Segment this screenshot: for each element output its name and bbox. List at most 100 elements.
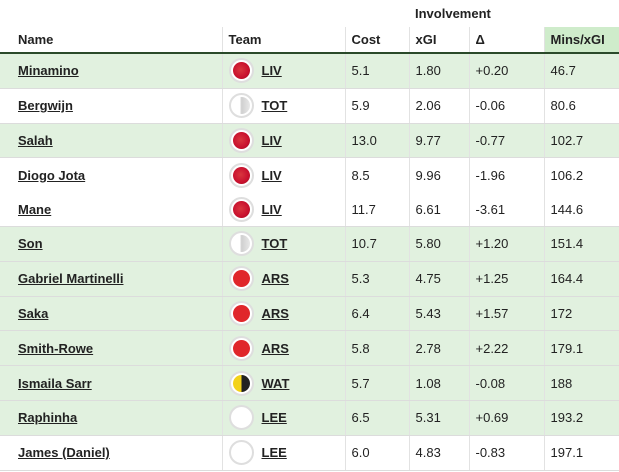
team-link[interactable]: LEE (261, 410, 287, 426)
player-name-link[interactable]: James (Daniel) (18, 445, 110, 461)
player-name-link[interactable]: Smith-Rowe (18, 340, 94, 356)
team-link[interactable]: ARS (261, 271, 289, 287)
xgi-cell: 9.96 (408, 157, 469, 193)
mins-per-xgi-cell: 80.6 (543, 88, 619, 124)
table-row: Diogo Jota LIV 8.5 9.96 -1.96 106.2 (0, 157, 619, 193)
tot-badge-icon (228, 93, 254, 119)
badge-fill (232, 409, 250, 427)
player-name-link[interactable]: Diogo Jota (18, 167, 86, 183)
column-header-delta[interactable]: Δ (468, 27, 545, 54)
team-cell: ARS (221, 296, 345, 332)
cost-cell: 5.8 (344, 330, 409, 367)
team-cell: LIV (221, 192, 345, 227)
team-cell-content: LEE (228, 405, 345, 431)
team-link[interactable]: WAT (261, 375, 290, 391)
cost-cell: 5.7 (344, 365, 409, 401)
xgi-cell: 1.08 (408, 365, 469, 401)
player-name-link[interactable]: Saka (18, 305, 49, 321)
badge-fill (232, 200, 250, 218)
header-group-row: Involvement (0, 0, 619, 27)
table-row: Son TOT 10.7 5.80 +1.20 151.4 (0, 226, 619, 262)
player-name-cell: Bergwijn (0, 88, 222, 124)
column-header-cost[interactable]: Cost (344, 27, 409, 54)
player-name-link[interactable]: Gabriel Martinelli (18, 271, 124, 287)
cost-cell: 5.3 (344, 261, 409, 297)
xgi-cell: 2.78 (408, 330, 469, 367)
team-cell-content: LIV (228, 58, 345, 84)
column-header-name[interactable]: Name (0, 27, 222, 54)
column-header-xgi[interactable]: xGI (408, 27, 469, 54)
team-link[interactable]: TOT (261, 98, 288, 114)
mins-per-xgi-cell: 197.1 (543, 435, 619, 471)
player-name-link[interactable]: Salah (18, 132, 53, 148)
liv-badge-icon (228, 162, 254, 188)
table-row: Mane LIV 11.7 6.61 -3.61 144.6 (0, 192, 619, 227)
team-cell-content: ARS (228, 266, 345, 292)
badge-fill (232, 444, 250, 462)
team-cell: LIV (221, 123, 345, 159)
delta-cell: +0.20 (468, 53, 545, 89)
cost-cell: 8.5 (344, 157, 409, 193)
badge-fill (232, 270, 250, 288)
header-row: Name Team Cost xGI Δ Mins/xGI (0, 27, 619, 54)
team-link[interactable]: LIV (261, 201, 282, 217)
xgi-cell: 5.31 (408, 400, 469, 436)
cost-cell: 10.7 (344, 226, 409, 262)
team-cell: WAT (221, 365, 345, 401)
badge-fill (232, 339, 250, 357)
mins-per-xgi-cell: 172 (543, 296, 619, 332)
player-name-cell: Son (0, 226, 222, 262)
team-link[interactable]: LIV (261, 132, 282, 148)
player-name-link[interactable]: Son (18, 236, 43, 252)
header-spacer (0, 0, 222, 27)
xgi-cell: 4.83 (408, 435, 469, 471)
liv-badge-icon (228, 196, 254, 222)
team-link[interactable]: ARS (261, 340, 289, 356)
team-link[interactable]: LEE (261, 445, 287, 461)
liv-badge-icon (228, 58, 254, 84)
team-cell: LEE (221, 400, 345, 436)
lee-badge-icon (228, 440, 254, 466)
team-cell: LIV (221, 53, 345, 89)
team-link[interactable]: ARS (261, 305, 289, 321)
lee-badge-icon (228, 405, 254, 431)
mins-per-xgi-cell: 151.4 (543, 226, 619, 262)
player-name-link[interactable]: Ismaila Sarr (18, 375, 92, 391)
column-header-mins-per-xgi[interactable]: Mins/xGI (543, 27, 619, 54)
team-link[interactable]: LIV (261, 63, 282, 79)
badge-fill (232, 131, 250, 149)
player-name-link[interactable]: Raphinha (18, 410, 78, 426)
mins-per-xgi-cell: 144.6 (543, 192, 619, 227)
xgi-cell: 1.80 (408, 53, 469, 89)
mins-per-xgi-cell: 164.4 (543, 261, 619, 297)
cost-cell: 6.4 (344, 296, 409, 332)
column-header-team[interactable]: Team (221, 27, 345, 54)
ars-badge-icon (228, 266, 254, 292)
player-name-cell: Saka (0, 296, 222, 332)
table-row: Gabriel Martinelli ARS 5.3 4.75 +1.25 164.4 (0, 261, 619, 297)
delta-cell: -0.08 (468, 365, 545, 401)
table-row: Raphinha LEE 6.5 5.31 +0.69 193.2 (0, 400, 619, 436)
delta-cell: +1.20 (468, 226, 545, 262)
team-cell: LIV (221, 157, 345, 193)
badge-fill (232, 235, 250, 253)
team-link[interactable]: TOT (261, 236, 288, 252)
table-body: Minamino LIV 5.1 1.80 +0.20 46.7 Bergwijn TOT 5.… (0, 53, 619, 471)
delta-cell: -3.61 (468, 192, 545, 227)
team-cell-content: LIV (228, 127, 345, 153)
xgi-cell: 2.06 (408, 88, 469, 124)
player-name-cell: Smith-Rowe (0, 330, 222, 367)
cost-cell: 6.5 (344, 400, 409, 436)
delta-cell: -0.06 (468, 88, 545, 124)
badge-fill (232, 97, 250, 115)
player-name-link[interactable]: Mane (18, 201, 52, 217)
player-name-link[interactable]: Minamino (18, 63, 79, 79)
header-spacer (345, 0, 409, 27)
player-name-link[interactable]: Bergwijn (18, 98, 73, 114)
player-name-cell: Gabriel Martinelli (0, 261, 222, 297)
player-name-cell: Raphinha (0, 400, 222, 436)
team-link[interactable]: LIV (261, 167, 282, 183)
header-spacer (222, 0, 345, 27)
player-name-cell: Minamino (0, 53, 222, 89)
table-row: James (Daniel) LEE 6.0 4.83 -0.83 197.1 (0, 435, 619, 471)
